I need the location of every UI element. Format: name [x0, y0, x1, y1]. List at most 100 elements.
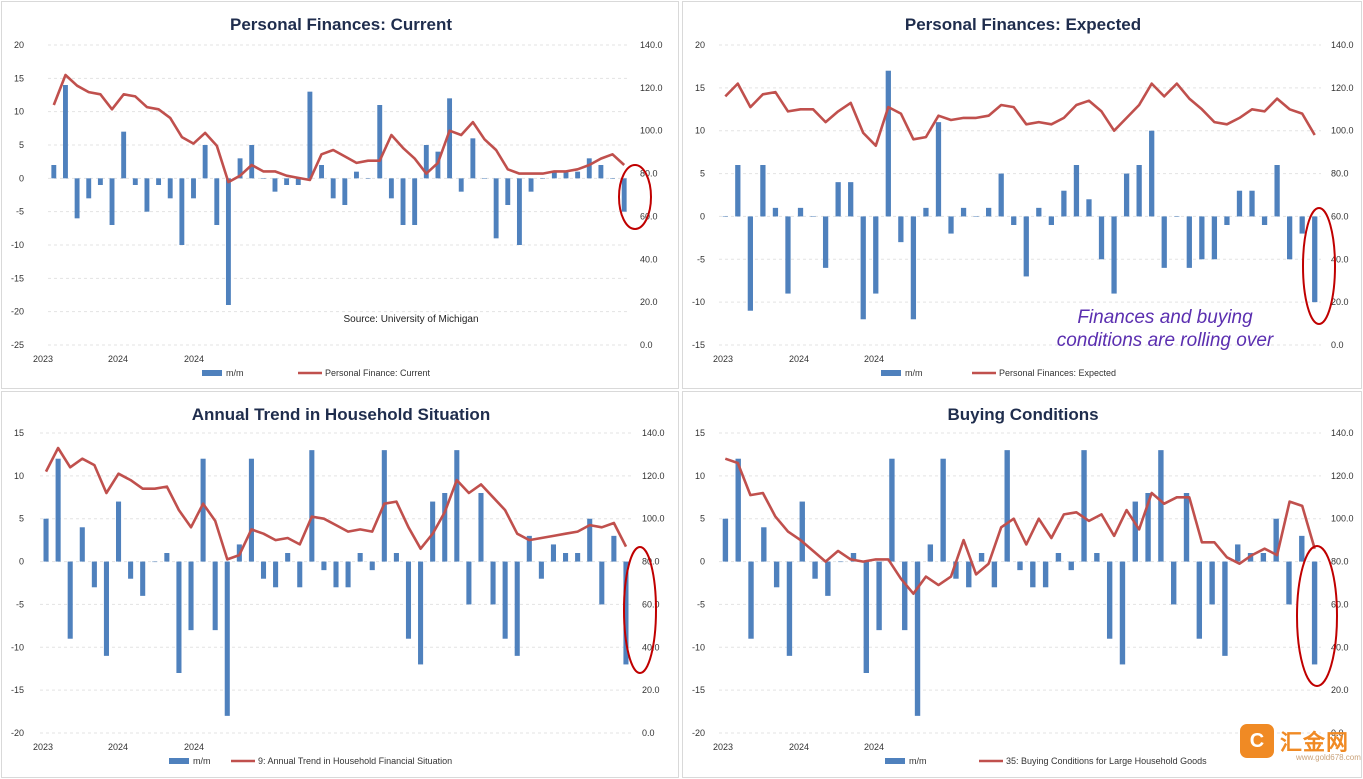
- y-left-tick-label: 10: [14, 471, 24, 481]
- bar: [237, 158, 243, 179]
- bar: [67, 561, 73, 639]
- y-left-tick-label: 5: [19, 514, 24, 524]
- y-left-tick-label: -5: [697, 599, 705, 609]
- bar: [1136, 165, 1142, 217]
- bar: [333, 561, 339, 588]
- bar: [225, 178, 231, 305]
- y-right-tick-label: 20.0: [640, 297, 658, 307]
- y-left-tick-label: -10: [692, 297, 705, 307]
- x-tick-label: 2024: [108, 742, 128, 752]
- bar: [748, 561, 754, 639]
- y-left-tick-label: 15: [14, 73, 24, 83]
- bar: [986, 207, 992, 217]
- y-right-tick-label: 80.0: [640, 169, 658, 179]
- bar: [837, 561, 844, 563]
- bar: [377, 105, 383, 179]
- bar: [575, 553, 581, 562]
- legend-swatch-bars: [169, 758, 189, 764]
- bar: [91, 561, 97, 588]
- y-right-tick-label: 40.0: [640, 254, 658, 264]
- bar: [1068, 561, 1074, 571]
- bar: [860, 216, 866, 320]
- bar: [109, 178, 115, 225]
- bar: [623, 561, 629, 665]
- highlight-ellipse: [1302, 207, 1336, 325]
- bar: [478, 493, 484, 562]
- bar: [493, 178, 499, 239]
- bar: [1171, 561, 1177, 605]
- bar: [927, 544, 934, 562]
- bar: [1061, 190, 1067, 217]
- bar: [248, 458, 254, 562]
- chart-title: Annual Trend in Household Situation: [192, 405, 490, 424]
- bar: [1119, 561, 1126, 665]
- x-tick-label: 2023: [713, 742, 733, 752]
- bar: [960, 207, 967, 217]
- bar: [898, 216, 904, 243]
- bar: [144, 178, 150, 212]
- bar: [1017, 561, 1023, 571]
- bar: [309, 450, 315, 562]
- x-tick-label: 2024: [184, 354, 204, 364]
- y-right-tick-label: 140.0: [640, 40, 663, 50]
- bar: [1174, 216, 1180, 217]
- bar: [1004, 450, 1010, 562]
- bar: [224, 561, 230, 716]
- x-tick-label: 2024: [789, 354, 809, 364]
- legend-swatch-bars: [881, 370, 901, 376]
- bar: [621, 178, 627, 212]
- logo-url: www.gold678.com: [1296, 753, 1361, 762]
- bar: [885, 70, 891, 217]
- bar: [835, 182, 841, 217]
- bar: [1274, 165, 1280, 217]
- bar: [156, 178, 162, 185]
- bar: [797, 207, 804, 217]
- bar: [722, 216, 728, 217]
- bar: [528, 178, 534, 192]
- bar: [825, 561, 831, 596]
- y-left-tick-label: 5: [700, 169, 705, 179]
- highlight-ellipse: [618, 164, 652, 230]
- bar: [482, 178, 487, 179]
- bar: [1235, 544, 1241, 562]
- bar: [1023, 216, 1029, 277]
- y-left-tick-label: -5: [16, 207, 24, 217]
- bar: [466, 561, 472, 605]
- bar: [978, 553, 985, 562]
- y-left-tick-label: -10: [692, 642, 705, 652]
- bar: [966, 561, 972, 588]
- bar: [132, 178, 138, 185]
- bar: [1055, 553, 1062, 562]
- bar: [1186, 216, 1192, 268]
- bar: [345, 561, 351, 588]
- y-right-tick-label: 60.0: [642, 599, 660, 609]
- bar: [1036, 207, 1042, 217]
- bar: [940, 458, 946, 562]
- y-left-tick-label: 0: [19, 557, 24, 567]
- chart-panel-current: Personal Finances: Current 20 15 10 5 0 -5 -10 -…: [1, 1, 679, 389]
- bar: [43, 518, 49, 562]
- bar: [400, 178, 406, 225]
- bar: [873, 216, 879, 294]
- bar: [393, 553, 399, 562]
- bar: [1030, 561, 1036, 588]
- logo-text: 汇金网: [1280, 730, 1350, 755]
- bar: [369, 561, 375, 571]
- bar: [202, 145, 208, 179]
- y-right-tick-label: 100.0: [640, 126, 663, 136]
- bar: [876, 561, 882, 631]
- series-line: [52, 73, 626, 184]
- legend-label-bars: m/m: [905, 368, 923, 378]
- x-tick-label: 2024: [789, 742, 809, 752]
- y-right-tick-label: 20.0: [642, 685, 660, 695]
- chart-svg-buying: Buying Conditions 15 10 5 0 -5 -10 -15 -20 140.0 1…: [692, 405, 1354, 766]
- bar: [1011, 216, 1017, 225]
- y-right-tick-label: 60.0: [1331, 599, 1349, 609]
- bar: [128, 561, 134, 579]
- bar: [848, 182, 854, 217]
- bar: [273, 561, 279, 588]
- y-left-tick-label: -15: [11, 273, 24, 283]
- legend-swatch-bars: [202, 370, 222, 376]
- bar: [55, 458, 61, 562]
- y-left-tick-label: 20: [695, 40, 705, 50]
